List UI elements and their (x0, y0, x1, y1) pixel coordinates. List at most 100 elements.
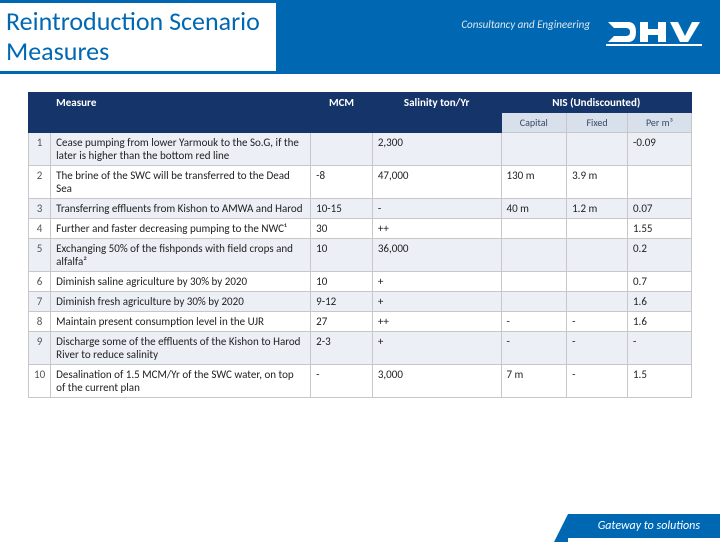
row-salinity: - (372, 199, 501, 219)
table-row: 3Transferring effluents from Kishon to A… (29, 199, 692, 219)
row-number: 9 (29, 332, 51, 365)
row-measure: Discharge some of the effluents of the K… (51, 332, 311, 365)
row-perm3: 1.6 (627, 312, 691, 332)
row-salinity: 47,000 (372, 166, 501, 199)
row-mcm: -8 (311, 166, 373, 199)
row-capital: 130 m (501, 166, 567, 199)
row-measure: Diminish fresh agriculture by 30% by 202… (51, 292, 311, 312)
table-row: 10Desalination of 1.5 MCM/Yr of the SWC … (29, 365, 692, 398)
row-capital (501, 219, 567, 239)
row-mcm: 10 (311, 239, 373, 272)
row-capital: 40 m (501, 199, 567, 219)
title-line-1: Reintroduction Scenario (6, 5, 260, 37)
row-measure: The brine of the SWC will be transferred… (51, 166, 311, 199)
row-salinity: 2,300 (372, 133, 501, 166)
row-fixed: - (567, 312, 628, 332)
title-line-2: Measures (6, 35, 109, 67)
table-row: 2The brine of the SWC will be transferre… (29, 166, 692, 199)
row-mcm: 2-3 (311, 332, 373, 365)
col-num (29, 93, 51, 133)
row-capital: 7 m (501, 365, 567, 398)
row-capital (501, 133, 567, 166)
row-perm3: 1.5 (627, 365, 691, 398)
row-capital: - (501, 312, 567, 332)
table-row: 6Diminish saline agriculture by 30% by 2… (29, 272, 692, 292)
row-capital (501, 292, 567, 312)
row-measure: Transferring effluents from Kishon to AM… (51, 199, 311, 219)
row-measure: Exchanging 50% of the fishponds with fie… (51, 239, 311, 272)
row-perm3: 1.55 (627, 219, 691, 239)
row-measure: Cease pumping from lower Yarmouk to the … (51, 133, 311, 166)
row-mcm: - (311, 365, 373, 398)
row-perm3: - (627, 332, 691, 365)
row-salinity: 3,000 (372, 365, 501, 398)
table-row: 9Discharge some of the effluents of the … (29, 332, 692, 365)
page-title: Reintroduction Scenario Measures (6, 7, 260, 67)
table-row: 1Cease pumping from lower Yarmouk to the… (29, 133, 692, 166)
title-box: Reintroduction Scenario Measures (0, 3, 276, 71)
row-mcm: 10-15 (311, 199, 373, 219)
col-capital: Capital (501, 113, 567, 133)
row-number: 6 (29, 272, 51, 292)
measures-table: Measure MCM Salinity ton/Yr NIS (Undisco… (28, 92, 692, 398)
row-measure: Diminish saline agriculture by 30% by 20… (51, 272, 311, 292)
row-perm3: 0.2 (627, 239, 691, 272)
col-salinity: Salinity ton/Yr (372, 93, 501, 133)
table-row: 5Exchanging 50% of the fishponds with fi… (29, 239, 692, 272)
row-number: 1 (29, 133, 51, 166)
table-container: Measure MCM Salinity ton/Yr NIS (Undisco… (0, 74, 720, 398)
col-nis: NIS (Undiscounted) (501, 93, 692, 113)
row-perm3: 0.7 (627, 272, 691, 292)
brand-tagline: Consultancy and Engineering (461, 18, 590, 31)
row-mcm: 30 (311, 219, 373, 239)
row-fixed (567, 239, 628, 272)
row-mcm: 9-12 (311, 292, 373, 312)
row-measure: Further and faster decreasing pumping to… (51, 219, 311, 239)
footer-tagline: Gateway to solutions (568, 514, 720, 538)
header-bar: Reintroduction Scenario Measures Consult… (0, 0, 720, 74)
row-fixed (567, 292, 628, 312)
row-mcm: 27 (311, 312, 373, 332)
row-fixed (567, 219, 628, 239)
row-number: 10 (29, 365, 51, 398)
row-salinity: ++ (372, 312, 501, 332)
row-fixed (567, 272, 628, 292)
row-number: 2 (29, 166, 51, 199)
row-salinity: 36,000 (372, 239, 501, 272)
row-mcm (311, 133, 373, 166)
row-measure: Maintain present consumption level in th… (51, 312, 311, 332)
row-capital (501, 272, 567, 292)
row-fixed: - (567, 332, 628, 365)
row-number: 8 (29, 312, 51, 332)
col-perm3: Per m³ (627, 113, 691, 133)
row-salinity: + (372, 332, 501, 365)
table-row: 8Maintain present consumption level in t… (29, 312, 692, 332)
row-fixed (567, 133, 628, 166)
table-row: 7Diminish fresh agriculture by 30% by 20… (29, 292, 692, 312)
row-salinity: + (372, 292, 501, 312)
row-measure: Desalination of 1.5 MCM/Yr of the SWC wa… (51, 365, 311, 398)
row-number: 3 (29, 199, 51, 219)
dhv-logo-icon (606, 18, 706, 53)
row-number: 5 (29, 239, 51, 272)
row-mcm: 10 (311, 272, 373, 292)
footer: Gateway to solutions (0, 512, 720, 540)
row-capital (501, 239, 567, 272)
col-mcm: MCM (311, 93, 373, 133)
row-fixed: 1.2 m (567, 199, 628, 219)
row-perm3: 1.6 (627, 292, 691, 312)
col-measure: Measure (51, 93, 311, 133)
row-number: 7 (29, 292, 51, 312)
col-fixed: Fixed (567, 113, 628, 133)
row-fixed: 3.9 m (567, 166, 628, 199)
row-perm3: -0.09 (627, 133, 691, 166)
row-perm3 (627, 166, 691, 199)
row-capital: - (501, 332, 567, 365)
table-body: 1Cease pumping from lower Yarmouk to the… (29, 133, 692, 398)
table-row: 4Further and faster decreasing pumping t… (29, 219, 692, 239)
row-number: 4 (29, 219, 51, 239)
row-salinity: ++ (372, 219, 501, 239)
row-fixed: - (567, 365, 628, 398)
row-perm3: 0.07 (627, 199, 691, 219)
table-header-row-1: Measure MCM Salinity ton/Yr NIS (Undisco… (29, 93, 692, 113)
